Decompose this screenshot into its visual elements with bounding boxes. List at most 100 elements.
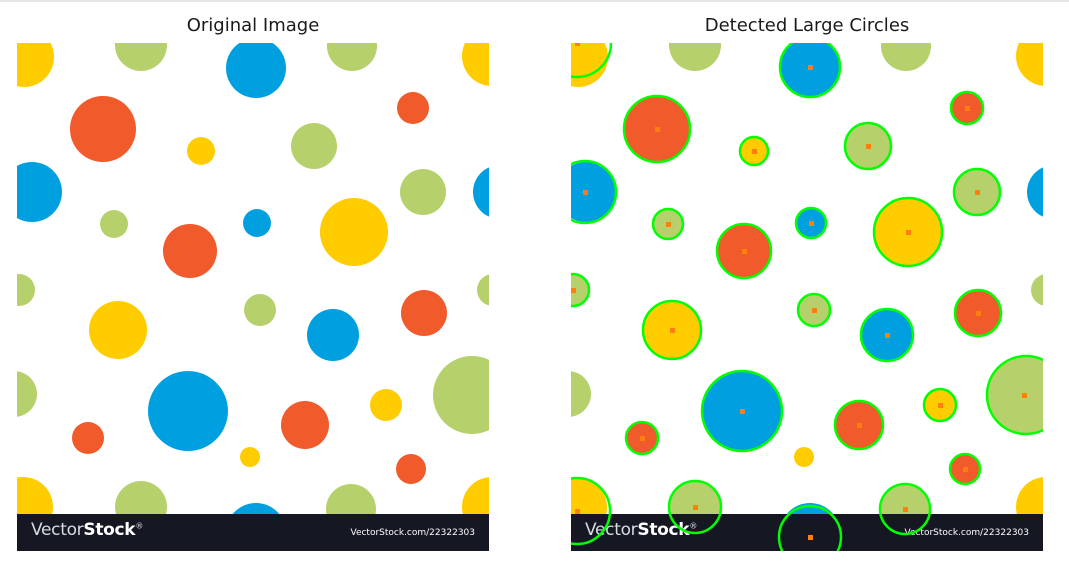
dot	[17, 162, 62, 222]
dot	[226, 43, 286, 98]
dot	[240, 447, 260, 467]
detection-center	[752, 149, 757, 154]
right-panel-title: Detected Large Circles	[704, 15, 910, 36]
detection-ring	[715, 222, 773, 280]
detection-center	[583, 190, 588, 195]
watermark-banner: VectorStock® VectorStock.com/22322303	[571, 514, 1043, 551]
detection-ring	[778, 43, 842, 99]
dot	[987, 356, 1043, 434]
detection-center	[938, 403, 943, 408]
dot	[17, 43, 54, 87]
detection-center	[575, 43, 580, 46]
detection-center	[640, 436, 645, 441]
detection-center	[575, 509, 580, 514]
detection-center	[963, 467, 968, 472]
dot	[881, 43, 931, 71]
detection-ring	[878, 482, 932, 536]
top-border	[0, 0, 1069, 2]
dot	[401, 290, 447, 336]
dot	[244, 294, 276, 326]
detection-center	[808, 535, 813, 540]
detection-ring	[796, 292, 832, 328]
detection-overlay	[571, 43, 1043, 551]
detection-ring	[843, 121, 893, 171]
detected-image: VectorStock® VectorStock.com/22322303	[571, 43, 1043, 551]
detection-ring	[700, 369, 784, 453]
dot	[281, 401, 329, 449]
detection-center	[812, 308, 817, 313]
detection-ring	[859, 307, 915, 363]
detection-ring	[794, 206, 828, 240]
dot	[370, 389, 402, 421]
detection-center	[655, 127, 660, 132]
detection-center	[571, 288, 576, 293]
dot	[89, 301, 147, 359]
watermark-banner: VectorStock® VectorStock.com/22322303	[17, 514, 489, 551]
detection-ring	[667, 479, 723, 535]
detection-ring	[622, 94, 692, 164]
dot	[327, 43, 377, 71]
detection-ring	[624, 420, 660, 456]
detection-center	[1022, 393, 1027, 398]
detection-ring	[651, 207, 685, 241]
detection-center	[976, 311, 981, 316]
vectorstock-logo: VectorStock®	[31, 520, 144, 540]
detection-ring	[948, 452, 982, 486]
detection-center	[693, 505, 698, 510]
dot	[571, 371, 591, 417]
dot	[571, 274, 589, 306]
detection-ring	[985, 354, 1043, 436]
dot	[669, 43, 721, 71]
detected-circles	[571, 43, 1043, 551]
dot	[400, 169, 446, 215]
detection-center	[808, 65, 813, 70]
dot	[291, 123, 337, 169]
detection-center	[903, 507, 908, 512]
detection-ring	[571, 476, 612, 546]
detection-ring	[571, 43, 613, 79]
dot	[243, 209, 271, 237]
dot	[1031, 274, 1043, 306]
detection-center	[742, 249, 747, 254]
dot	[187, 137, 215, 165]
detection-center	[666, 222, 671, 227]
detection-ring	[738, 135, 770, 167]
detection-ring	[571, 159, 618, 225]
dot	[307, 309, 359, 361]
detection-center	[740, 409, 745, 414]
detection-ring	[872, 196, 944, 268]
dot	[780, 43, 840, 98]
detection-center	[809, 221, 814, 226]
dot	[320, 198, 388, 266]
dot	[477, 274, 489, 306]
dot	[100, 210, 128, 238]
dot	[163, 224, 217, 278]
detection-center	[906, 230, 911, 235]
dot	[473, 167, 489, 217]
detection-center	[857, 423, 862, 428]
detection-ring	[641, 299, 703, 361]
watermark-url: VectorStock.com/22322303	[350, 528, 475, 538]
dot	[433, 356, 489, 434]
detection-ring	[922, 387, 958, 423]
original-circles	[17, 43, 489, 551]
detection-center	[885, 333, 890, 338]
dot	[115, 43, 167, 71]
original-image: VectorStock® VectorStock.com/22322303	[17, 43, 489, 551]
detection-ring	[953, 288, 1003, 338]
dot	[70, 96, 136, 162]
watermark-url: VectorStock.com/22322303	[904, 528, 1029, 538]
detection-ring	[571, 272, 591, 308]
dot	[1027, 167, 1043, 217]
dot	[17, 371, 37, 417]
detection-center	[975, 190, 980, 195]
dot	[571, 162, 616, 222]
dot	[1016, 43, 1043, 86]
dot	[397, 92, 429, 124]
detection-ring	[777, 504, 843, 551]
detection-ring	[952, 167, 1002, 217]
detection-center	[670, 328, 675, 333]
detection-center	[965, 106, 970, 111]
detection-ring	[833, 399, 885, 451]
dot	[17, 274, 35, 306]
